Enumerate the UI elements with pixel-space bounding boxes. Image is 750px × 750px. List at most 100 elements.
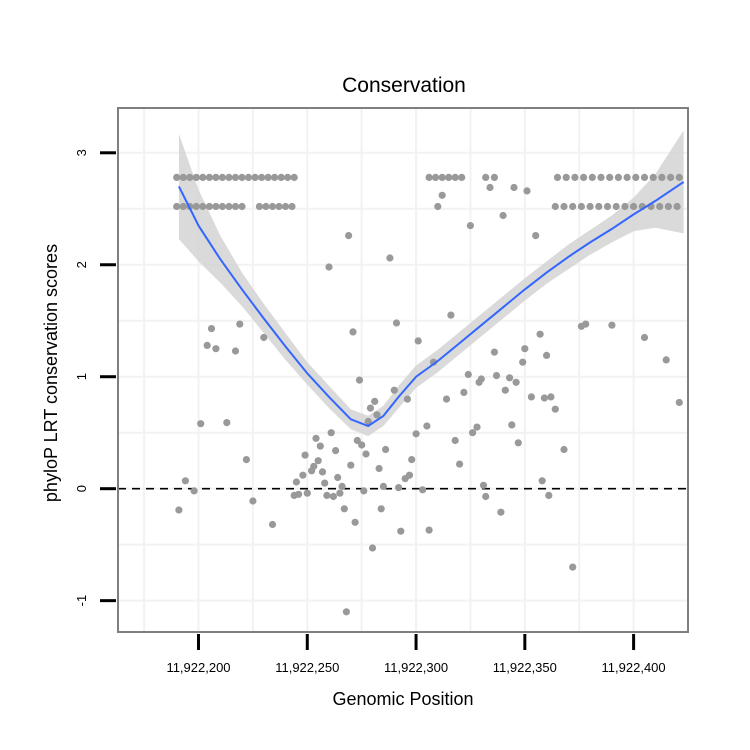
data-point <box>414 337 422 345</box>
data-point <box>664 202 673 211</box>
data-point <box>316 442 324 450</box>
data-point <box>190 487 198 495</box>
data-point <box>327 429 335 437</box>
data-point <box>497 508 505 516</box>
data-point <box>656 202 664 211</box>
data-point <box>271 173 279 181</box>
data-point <box>223 419 231 427</box>
data-point <box>456 460 464 468</box>
data-point <box>469 429 477 437</box>
data-point <box>658 173 666 181</box>
x-tick-label: 11,922,200 <box>166 660 230 675</box>
data-point <box>392 319 401 327</box>
data-point <box>192 202 200 211</box>
data-point <box>366 404 374 412</box>
data-point <box>545 491 553 499</box>
data-point <box>238 173 246 181</box>
y-tick-label: 3 <box>74 149 89 156</box>
data-point <box>207 325 216 333</box>
data-point <box>538 477 546 485</box>
data-point <box>303 489 311 497</box>
data-point <box>340 505 348 513</box>
data-point <box>540 394 549 402</box>
data-point <box>249 497 257 505</box>
data-point <box>623 173 631 181</box>
data-point <box>405 471 414 479</box>
data-point <box>667 173 675 181</box>
data-point <box>231 202 240 211</box>
data-point <box>451 436 459 445</box>
data-point <box>292 478 300 486</box>
data-point <box>345 232 353 240</box>
data-point <box>318 468 327 476</box>
data-point <box>395 484 403 492</box>
data-point <box>325 263 333 271</box>
data-point <box>251 173 259 181</box>
data-point <box>460 388 468 396</box>
data-point <box>434 202 442 211</box>
data-point <box>275 202 283 211</box>
data-point <box>329 492 337 501</box>
data-point <box>390 386 398 394</box>
data-point <box>580 173 588 181</box>
data-point <box>423 422 431 430</box>
data-point <box>255 202 263 211</box>
data-point <box>179 173 187 181</box>
data-point <box>597 173 605 181</box>
data-point <box>179 202 187 211</box>
data-point <box>512 378 520 386</box>
data-point <box>310 462 318 470</box>
data-point <box>675 398 683 407</box>
data-point <box>447 311 455 319</box>
confidence-band-layer <box>178 130 684 437</box>
data-point <box>212 173 220 181</box>
data-point <box>482 492 490 501</box>
data-point <box>373 411 381 419</box>
data-point <box>412 430 420 438</box>
data-point <box>225 173 233 181</box>
data-point <box>268 520 277 529</box>
y-tick-label: -1 <box>74 595 89 607</box>
data-point <box>640 173 649 181</box>
data-point <box>586 202 594 211</box>
data-point <box>199 173 207 181</box>
data-point <box>501 386 509 394</box>
data-point <box>260 333 268 342</box>
x-tick-label: 11,922,350 <box>493 660 557 675</box>
data-point <box>547 393 555 401</box>
data-points <box>173 173 683 616</box>
data-point <box>334 473 342 482</box>
smooth-line-layer <box>178 181 685 428</box>
x-axis-title: Genomic Position <box>332 689 473 709</box>
data-point <box>519 358 527 366</box>
data-point <box>238 202 246 211</box>
data-point <box>264 173 272 181</box>
data-point <box>284 173 292 181</box>
data-point <box>562 173 570 181</box>
data-point <box>588 173 596 181</box>
data-point <box>351 518 359 526</box>
data-point <box>662 356 670 364</box>
data-point <box>218 173 226 181</box>
data-point <box>192 173 200 181</box>
data-point <box>199 202 207 211</box>
data-point <box>205 173 213 181</box>
data-point <box>323 491 331 499</box>
y-axis-title: phyloP LRT conservation scores <box>41 244 61 502</box>
data-point <box>490 348 498 356</box>
data-point <box>553 173 562 181</box>
data-point <box>521 345 529 353</box>
chart-title: Conservation <box>342 74 466 97</box>
data-point <box>332 447 340 455</box>
data-point <box>173 173 181 181</box>
data-point <box>321 479 329 487</box>
data-point <box>268 202 277 211</box>
data-point <box>419 486 427 494</box>
data-point <box>632 173 640 181</box>
data-point <box>523 187 531 195</box>
data-point <box>377 505 385 513</box>
data-point <box>551 405 559 413</box>
data-point <box>514 439 522 447</box>
data-point <box>577 202 586 211</box>
data-point <box>466 222 474 230</box>
